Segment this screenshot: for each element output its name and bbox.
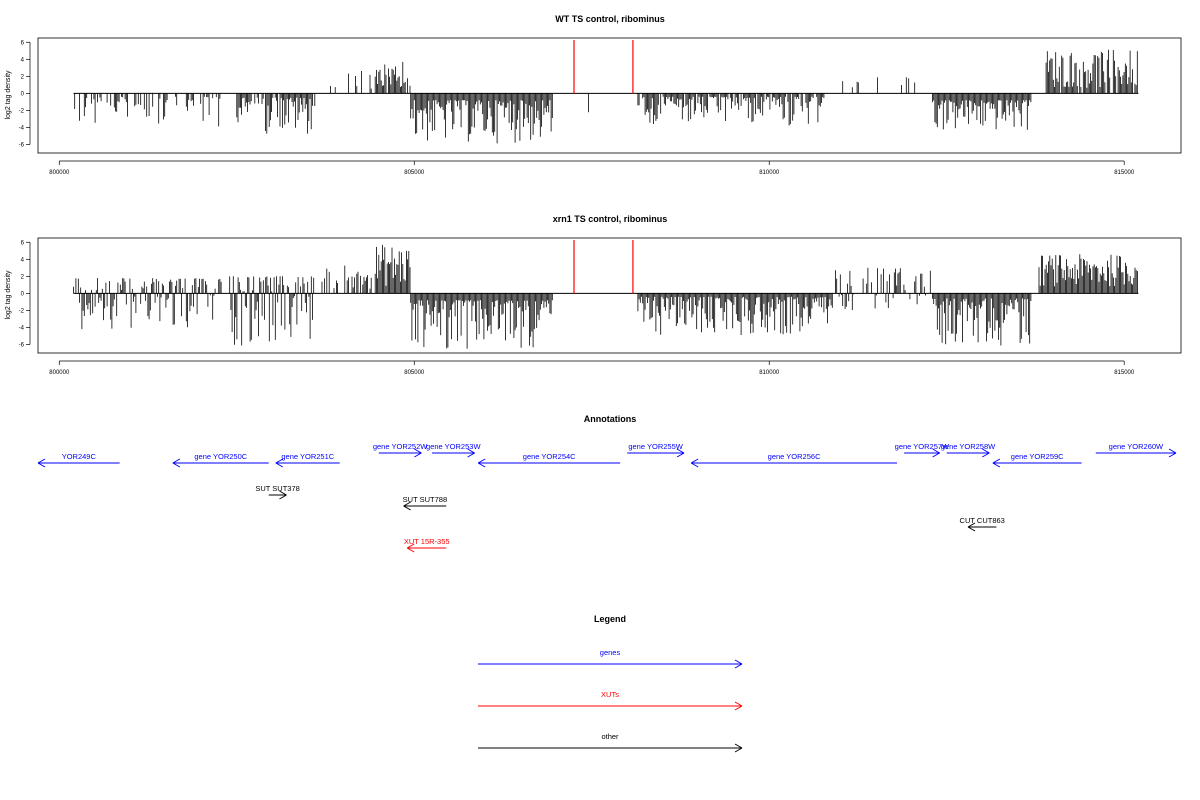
- other-arrow: [967, 522, 997, 532]
- annotation-label: gene YOR254C: [523, 452, 576, 461]
- gene-arrow: [904, 448, 940, 458]
- coverage-bars: [73, 240, 1139, 349]
- annotation-label: SUT SUT788: [403, 495, 447, 504]
- annotation-label: gene YOR250C: [194, 452, 247, 461]
- gene-arrow: [172, 458, 269, 468]
- gene-arrow: [378, 448, 422, 458]
- x-tick-label: 800000: [49, 170, 70, 176]
- y-tick-label: -6: [19, 342, 25, 348]
- x-tick-label: 815000: [1114, 370, 1135, 376]
- y-axis: 6 4 2 0 -2 -4 -6: [19, 40, 31, 148]
- wt-coverage-panel: WT TS control, ribominus log2 tag densit…: [5, 14, 1182, 176]
- panel-title: WT TS control, ribominus: [555, 14, 665, 24]
- y-tick-label: 0: [21, 91, 25, 97]
- gene-arrow: [37, 458, 120, 468]
- legend-label: other: [601, 732, 619, 741]
- y-tick-label: -2: [19, 308, 25, 314]
- x-tick-label: 810000: [759, 370, 780, 376]
- annotation-label: gene YOR252W: [373, 442, 428, 451]
- plot-frame: [37, 37, 1182, 154]
- y-tick-label: -6: [19, 142, 25, 148]
- annotation-label: gene YOR255W: [628, 442, 683, 451]
- panel-title: xrn1 TS control, ribominus: [553, 214, 668, 224]
- gene-arrow: [992, 458, 1082, 468]
- annotation-items: YOR249C gene YOR250C gene YOR251C gene YOR2…: [37, 442, 1177, 553]
- annotation-label: gene YOR257W: [895, 442, 950, 451]
- annotation-label: gene YOR251C: [281, 452, 334, 461]
- x-axis: 800000 805000 810000 815000: [49, 360, 1135, 376]
- annotation-label: YOR249C: [62, 452, 97, 461]
- xut-arrow: [406, 543, 447, 553]
- x-tick-label: 805000: [404, 170, 425, 176]
- annotations-track: Annotations YOR249C gene YOR250C gene YOR2…: [37, 414, 1177, 553]
- gene-arrow: [946, 448, 990, 458]
- y-tick-label: 6: [21, 40, 25, 46]
- xrn1-coverage-panel: xrn1 TS control, ribominus log2 tag dens…: [5, 214, 1182, 376]
- legend: Legend genes XUTs other: [478, 614, 743, 753]
- y-tick-label: 0: [21, 291, 25, 297]
- x-tick-label: 815000: [1114, 170, 1135, 176]
- y-tick-label: 2: [21, 274, 25, 280]
- legend-other-arrow: [478, 743, 743, 753]
- legend-label: genes: [600, 648, 621, 657]
- legend-items: genes XUTs other: [478, 648, 743, 753]
- legend-title: Legend: [594, 614, 626, 624]
- annotation-label: XUT 15R-355: [404, 537, 450, 546]
- x-tick-label: 805000: [404, 370, 425, 376]
- y-tick-label: 6: [21, 240, 25, 246]
- y-tick-label: 4: [21, 57, 25, 63]
- annotation-label: gene YOR258W: [941, 442, 996, 451]
- other-arrow: [268, 490, 287, 500]
- annotation-label: CUT CUT863: [960, 516, 1005, 525]
- x-axis: 800000 805000 810000 815000: [49, 160, 1135, 176]
- y-axis-label: log2 tag density: [5, 70, 12, 120]
- y-tick-label: -2: [19, 108, 25, 114]
- gene-arrow: [477, 458, 621, 468]
- gene-arrow: [275, 458, 340, 468]
- gene-arrow: [1095, 448, 1177, 458]
- annotation-label: gene YOR253W: [426, 442, 481, 451]
- x-tick-label: 810000: [759, 170, 780, 176]
- annotations-title: Annotations: [584, 414, 637, 424]
- y-tick-label: 4: [21, 257, 25, 263]
- annotation-label: gene YOR256C: [768, 452, 821, 461]
- legend-label: XUTs: [601, 690, 619, 699]
- y-tick-label: -4: [19, 125, 25, 131]
- annotation-label: gene YOR260W: [1109, 442, 1164, 451]
- x-tick-label: 800000: [49, 370, 70, 376]
- y-tick-label: 2: [21, 74, 25, 80]
- gene-arrow: [432, 448, 475, 458]
- plot-frame: [37, 237, 1182, 354]
- other-arrow: [403, 501, 447, 511]
- annotation-label: gene YOR259C: [1011, 452, 1064, 461]
- y-axis: 6 4 2 0 -2 -4 -6: [19, 240, 31, 348]
- annotation-label: SUT SUT378: [255, 484, 299, 493]
- coverage-bars: [73, 40, 1139, 144]
- y-tick-label: -4: [19, 325, 25, 331]
- y-axis-label: log2 tag density: [5, 270, 12, 320]
- legend-xut-arrow: [478, 701, 743, 711]
- gene-arrow: [690, 458, 898, 468]
- gene-arrow: [627, 448, 685, 458]
- legend-gene-arrow: [478, 659, 743, 669]
